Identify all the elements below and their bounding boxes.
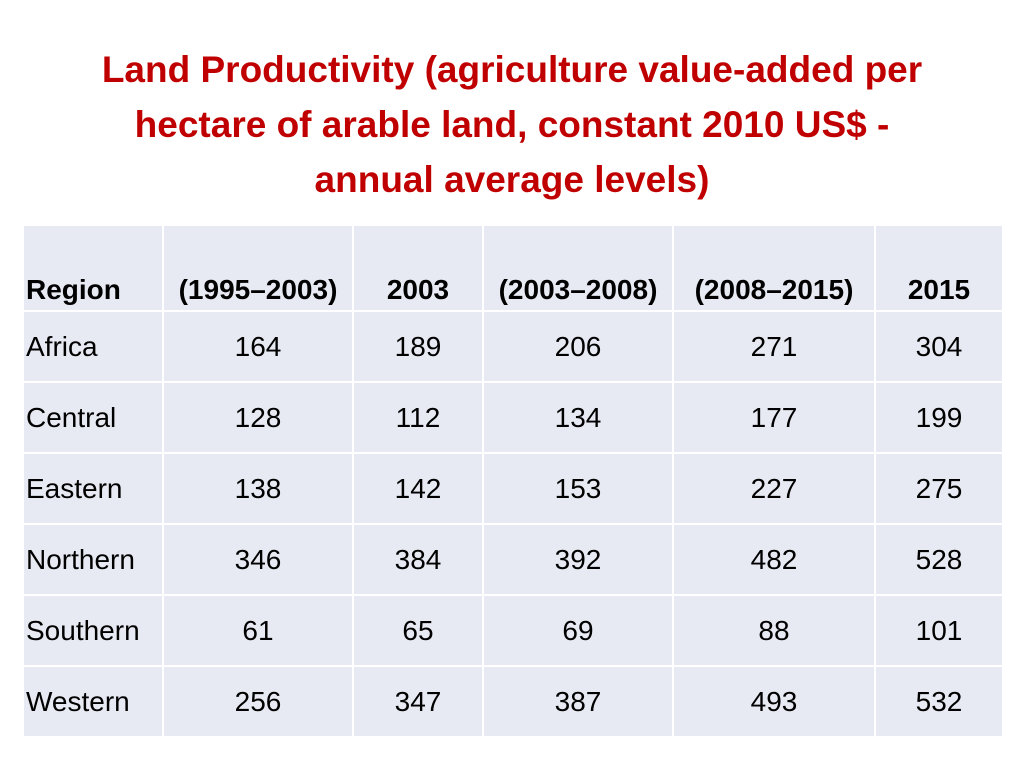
- region-cell: Eastern: [22, 452, 164, 525]
- slide-title: Land Productivity (agriculture value-add…: [60, 42, 964, 207]
- value-cell: 392: [482, 523, 674, 596]
- value-cell: 142: [352, 452, 484, 525]
- table-row: Southern 61 65 69 88 101: [22, 594, 1004, 667]
- title-line: Land Productivity (agriculture value-add…: [101, 49, 923, 90]
- table-row: Africa 164 189 206 271 304: [22, 310, 1004, 383]
- region-cell: Northern: [22, 523, 164, 596]
- region-cell: Central: [22, 381, 164, 454]
- column-header-2015: 2015: [874, 224, 1004, 312]
- title-line: hectare of arable land, constant 2010 US…: [134, 104, 890, 145]
- value-cell: 528: [874, 523, 1004, 596]
- table-row: Central 128 112 134 177 199: [22, 381, 1004, 454]
- value-cell: 347: [352, 665, 484, 738]
- value-cell: 88: [672, 594, 876, 667]
- value-cell: 387: [482, 665, 674, 738]
- value-cell: 112: [352, 381, 484, 454]
- value-cell: 275: [874, 452, 1004, 525]
- productivity-table: Region (1995–2003) 2003 (2003–2008) (200…: [22, 224, 1004, 738]
- value-cell: 482: [672, 523, 876, 596]
- table-row: Eastern 138 142 153 227 275: [22, 452, 1004, 525]
- value-cell: 199: [874, 381, 1004, 454]
- value-cell: 138: [162, 452, 354, 525]
- column-header-1995-2003: (1995–2003): [162, 224, 354, 312]
- value-cell: 128: [162, 381, 354, 454]
- value-cell: 65: [352, 594, 484, 667]
- title-line: annual average levels): [314, 159, 710, 200]
- value-cell: 304: [874, 310, 1004, 383]
- value-cell: 189: [352, 310, 484, 383]
- value-cell: 177: [672, 381, 876, 454]
- table-body: Africa 164 189 206 271 304 Central 128 1…: [22, 310, 1004, 738]
- value-cell: 164: [162, 310, 354, 383]
- value-cell: 206: [482, 310, 674, 383]
- table-row: Northern 346 384 392 482 528: [22, 523, 1004, 596]
- value-cell: 134: [482, 381, 674, 454]
- region-cell: Africa: [22, 310, 164, 383]
- table-row: Western 256 347 387 493 532: [22, 665, 1004, 738]
- column-header-2003-2008: (2003–2008): [482, 224, 674, 312]
- value-cell: 227: [672, 452, 876, 525]
- value-cell: 256: [162, 665, 354, 738]
- value-cell: 69: [482, 594, 674, 667]
- value-cell: 271: [672, 310, 876, 383]
- value-cell: 346: [162, 523, 354, 596]
- value-cell: 532: [874, 665, 1004, 738]
- header-row: Region (1995–2003) 2003 (2003–2008) (200…: [22, 224, 1004, 312]
- value-cell: 101: [874, 594, 1004, 667]
- value-cell: 61: [162, 594, 354, 667]
- region-cell: Western: [22, 665, 164, 738]
- column-header-region: Region: [22, 224, 164, 312]
- value-cell: 493: [672, 665, 876, 738]
- column-header-2008-2015: (2008–2015): [672, 224, 876, 312]
- value-cell: 384: [352, 523, 484, 596]
- region-cell: Southern: [22, 594, 164, 667]
- column-header-2003: 2003: [352, 224, 484, 312]
- table-header: Region (1995–2003) 2003 (2003–2008) (200…: [22, 224, 1004, 312]
- value-cell: 153: [482, 452, 674, 525]
